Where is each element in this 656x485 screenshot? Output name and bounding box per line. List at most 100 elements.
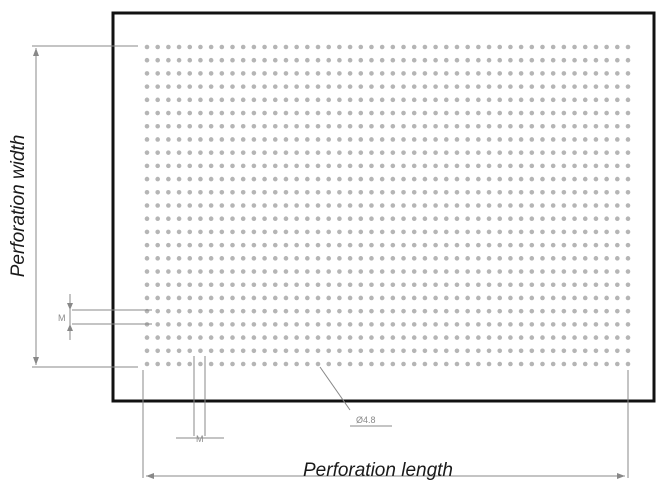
perforation-hole [198, 84, 203, 89]
perforation-hole [240, 256, 246, 261]
perforation-hole [625, 150, 631, 155]
perforation-hole [582, 84, 588, 89]
perforation-hole [476, 282, 481, 288]
perforation-hole [625, 137, 631, 142]
perforation-hole [144, 137, 150, 142]
perforation-hole [593, 163, 599, 169]
perforation-hole [593, 335, 599, 340]
perforation-hole [625, 203, 631, 208]
perforation-hole [230, 150, 235, 155]
perforation-hole [465, 57, 470, 63]
perforation-hole [208, 256, 214, 261]
perforation-hole [443, 163, 449, 169]
perforation-hole [465, 361, 470, 367]
perforation-hole [272, 269, 278, 274]
perforation-hole [166, 150, 171, 155]
perforation-hole [497, 229, 503, 235]
perforation-hole [262, 176, 267, 182]
perforation-hole [208, 189, 214, 195]
perforation-hole [187, 242, 193, 248]
perforation-hole [615, 203, 620, 208]
perforation-hole [251, 242, 257, 248]
perforation-hole [326, 44, 332, 50]
perforation-hole [337, 216, 342, 222]
perforation-hole [240, 269, 246, 274]
perforation-hole [315, 295, 321, 301]
perforation-hole [529, 163, 535, 169]
perforation-hole [369, 322, 374, 327]
perforation-hole [358, 269, 364, 274]
perforation-hole [540, 282, 545, 288]
perforation-hole [454, 203, 460, 208]
perforation-hole [604, 256, 609, 261]
perforation-hole [347, 335, 353, 340]
perforation-hole [166, 189, 171, 195]
perforation-hole [219, 361, 225, 367]
perforation-hole [497, 57, 503, 63]
perforation-hole [315, 216, 321, 222]
perforation-hole [561, 110, 567, 116]
perforation-hole [262, 335, 267, 340]
perforation-hole [529, 123, 535, 129]
perforation-hole [198, 216, 203, 222]
perforation-hole [187, 44, 193, 50]
perforation-hole [486, 229, 492, 235]
perforation-hole [550, 308, 556, 314]
perforation-hole [443, 348, 449, 354]
perforation-hole [144, 163, 150, 169]
perforation-hole [582, 137, 588, 142]
perforation-hole [305, 322, 310, 327]
perforation-hole [390, 71, 396, 76]
perforation-hole [294, 71, 299, 76]
perforation-hole [465, 348, 470, 354]
perforation-hole [518, 189, 524, 195]
perforation-hole [604, 216, 609, 222]
perforation-hole [283, 216, 289, 222]
perforation-hole [625, 308, 631, 314]
perforation-hole [497, 295, 503, 301]
perforation-hole [390, 295, 396, 301]
perforation-hole [369, 335, 374, 340]
perforation-hole [166, 308, 171, 314]
perforation-hole [305, 361, 310, 367]
perforation-hole [251, 57, 257, 63]
perforation-hole [337, 163, 342, 169]
perforation-hole [411, 295, 417, 301]
perforation-hole [337, 308, 342, 314]
perforation-hole [518, 84, 524, 89]
perforation-hole [454, 110, 460, 116]
perforation-hole [529, 137, 535, 142]
perforation-hole [272, 335, 278, 340]
perforation-hole [251, 335, 257, 340]
perforation-hole [219, 335, 225, 340]
perforation-hole [486, 110, 492, 116]
perforation-hole [187, 137, 193, 142]
perforation-hole [615, 322, 620, 327]
perforation-hole [294, 282, 299, 288]
perforation-hole [422, 176, 428, 182]
perforation-hole [540, 123, 545, 129]
perforation-hole [433, 335, 438, 340]
perforation-hole [476, 361, 481, 367]
perforation-hole [337, 335, 342, 340]
perforation-hole [615, 308, 620, 314]
perforation-hole [582, 282, 588, 288]
perforation-hole [486, 84, 492, 89]
perforation-hole [358, 110, 364, 116]
perforation-hole [497, 123, 503, 129]
perforation-hole [518, 163, 524, 169]
perforation-hole [572, 282, 577, 288]
perforation-hole [443, 282, 449, 288]
perforation-hole [176, 256, 182, 261]
perforation-hole [326, 203, 332, 208]
perforation-hole [315, 44, 321, 50]
perforation-hole [240, 203, 246, 208]
perforation-hole [251, 137, 257, 142]
perforation-hole [582, 322, 588, 327]
perforation-hole [401, 44, 406, 50]
perforation-hole [283, 335, 289, 340]
perforation-hole [305, 123, 310, 129]
perforation-hole [369, 361, 374, 367]
perforation-hole [251, 216, 257, 222]
perforation-hole [593, 203, 599, 208]
